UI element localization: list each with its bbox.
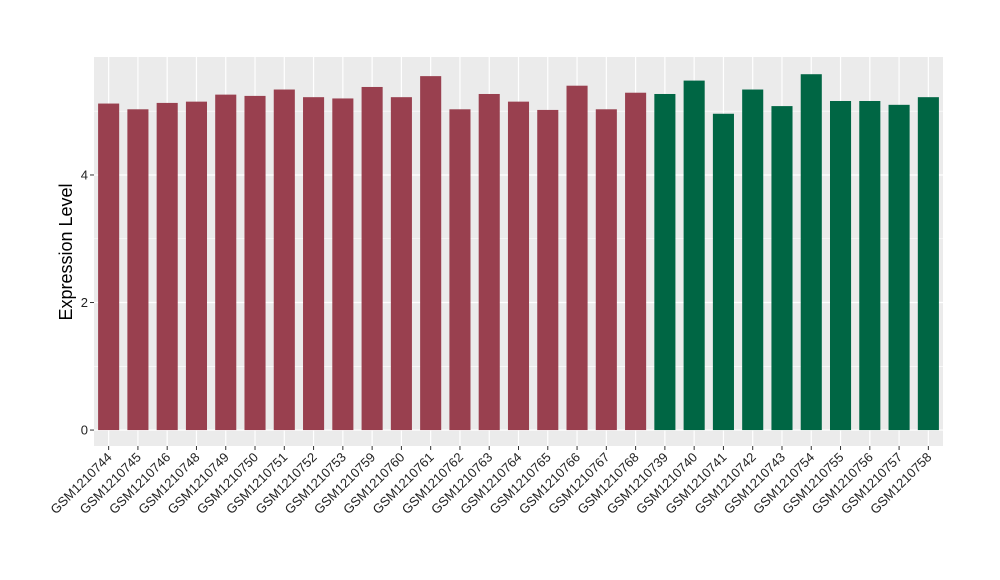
bar-GSM1210744 — [98, 103, 120, 431]
bars — [98, 74, 939, 431]
bar-GSM1210764 — [507, 101, 530, 431]
bar-GSM1210761 — [420, 76, 442, 431]
bar-GSM1210754 — [800, 74, 822, 431]
bar-GSM1210741 — [712, 113, 734, 431]
bar-GSM1210739 — [654, 93, 676, 431]
bar-GSM1210760 — [390, 97, 412, 431]
bar-GSM1210740 — [683, 80, 705, 431]
y-axis: 0 2 4 — [81, 167, 94, 438]
bar-GSM1210746 — [156, 102, 178, 431]
bar-GSM1210766 — [566, 85, 588, 431]
bar-GSM1210755 — [829, 101, 852, 431]
y-tick-label: 0 — [81, 423, 88, 438]
bar-GSM1210759 — [361, 86, 383, 431]
bar-GSM1210743 — [771, 106, 793, 431]
bar-GSM1210758 — [917, 97, 939, 431]
bar-GSM1210748 — [185, 101, 208, 431]
bar-GSM1210767 — [595, 109, 617, 431]
x-axis: GSM1210744GSM1210745GSM1210746GSM1210748… — [47, 446, 934, 517]
bar-GSM1210752 — [303, 97, 325, 431]
bar-GSM1210749 — [215, 94, 237, 431]
bar-GSM1210768 — [625, 92, 647, 431]
bar-GSM1210745 — [127, 109, 149, 431]
bar-GSM1210750 — [244, 95, 266, 431]
bar-GSM1210763 — [478, 93, 500, 431]
y-axis-title: Expression Level — [56, 183, 76, 320]
y-tick-label: 4 — [81, 167, 88, 182]
bar-GSM1210753 — [332, 98, 354, 431]
bar-GSM1210757 — [888, 104, 910, 431]
y-tick-label: 2 — [81, 295, 88, 310]
bar-GSM1210765 — [537, 109, 559, 431]
bar-GSM1210756 — [859, 101, 881, 431]
bar-GSM1210742 — [742, 89, 764, 431]
bar-GSM1210762 — [449, 109, 471, 431]
bar-GSM1210751 — [273, 89, 295, 431]
